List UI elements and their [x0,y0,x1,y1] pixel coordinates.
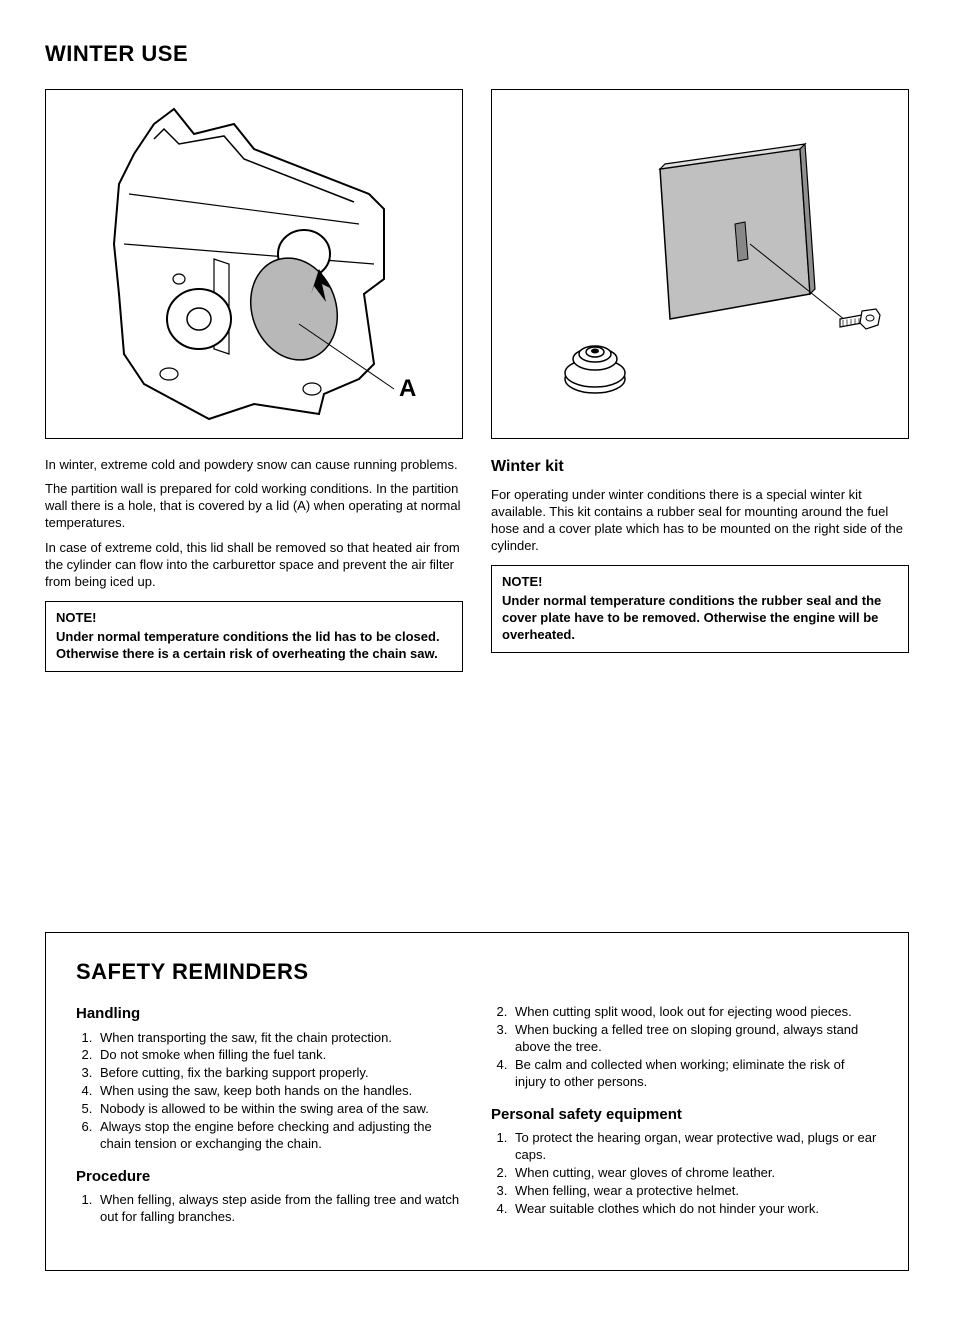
winter-kit-heading: Winter kit [491,457,909,478]
engine-housing-illustration: A [64,94,444,434]
note-text-right: Under normal temperature conditions the … [502,593,881,642]
list-item: When felling, always step aside from the… [96,1192,463,1226]
figure-label-a: A [399,375,416,402]
list-item: When transporting the saw, fit the chain… [96,1030,463,1047]
list-item: Before cutting, fix the barking support … [96,1065,463,1082]
safety-title: SAFETY REMINDERS [76,958,878,987]
list-item: When using the saw, keep both hands on t… [96,1083,463,1100]
left-para-2: The partition wall is prepared for cold … [45,481,463,532]
note-box-right: NOTE! Under normal temperature condition… [491,565,909,653]
winter-kit-illustration [510,94,890,434]
pse-heading: Personal safety equipment [491,1105,878,1125]
procedure-heading: Procedure [76,1167,463,1187]
procedure-list-1: When felling, always step aside from the… [76,1192,463,1226]
list-item: Always stop the engine before checking a… [96,1119,463,1153]
list-item: Be calm and collected when working; elim… [511,1057,878,1091]
safety-columns: Handling When transporting the saw, fit … [76,1004,878,1240]
note-label-left: NOTE! [56,610,452,627]
note-box-left: NOTE! Under normal temperature condition… [45,601,463,672]
list-item: When bucking a felled tree on sloping gr… [511,1022,878,1056]
main-columns: A In winter, extreme cold and powdery sn… [45,89,909,672]
list-item: Nobody is allowed to be within the swing… [96,1101,463,1118]
left-para-1: In winter, extreme cold and powdery snow… [45,457,463,474]
list-item: When cutting, wear gloves of chrome leat… [511,1165,878,1182]
list-item: Do not smoke when filling the fuel tank. [96,1047,463,1064]
list-item: When felling, wear a protective helmet. [511,1183,878,1200]
list-item: When cutting split wood, look out for ej… [511,1004,878,1021]
left-column: A In winter, extreme cold and powdery sn… [45,89,463,672]
left-para-3: In case of extreme cold, this lid shall … [45,540,463,591]
list-item: Wear suitable clothes which do not hinde… [511,1201,878,1218]
note-text-left: Under normal temperature conditions the … [56,629,440,661]
safety-reminders-box: SAFETY REMINDERS Handling When transport… [45,932,909,1272]
safety-left-col: Handling When transporting the saw, fit … [76,1004,463,1240]
figure-right [491,89,909,439]
pse-list: To protect the hearing organ, wear prote… [491,1130,878,1217]
list-item: To protect the hearing organ, wear prote… [511,1130,878,1164]
handling-heading: Handling [76,1004,463,1024]
right-para-1: For operating under winter conditions th… [491,487,909,555]
procedure-list-2: When cutting split wood, look out for ej… [491,1004,878,1090]
figure-left: A [45,89,463,439]
right-column: Winter kit For operating under winter co… [491,89,909,672]
note-label-right: NOTE! [502,574,898,591]
safety-right-col: When cutting split wood, look out for ej… [491,1004,878,1240]
page-title: WINTER USE [45,40,909,69]
handling-list: When transporting the saw, fit the chain… [76,1030,463,1153]
